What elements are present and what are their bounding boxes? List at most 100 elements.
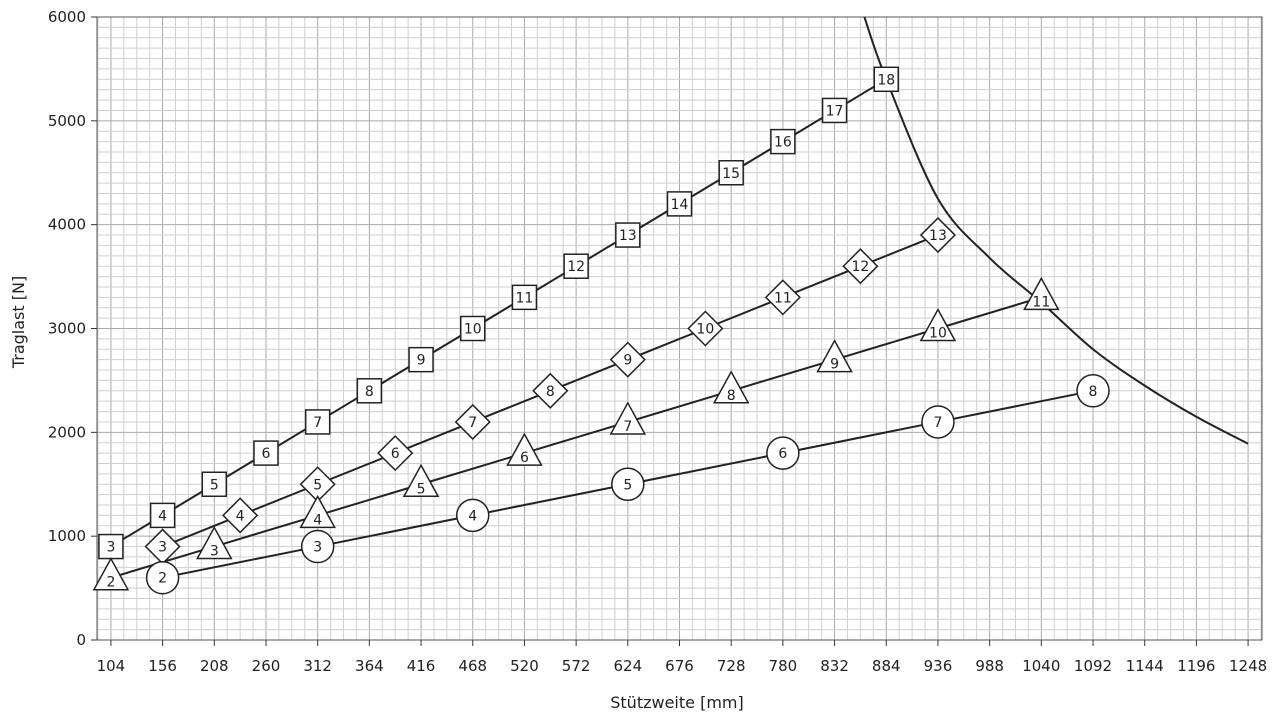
data-point-square: 5 <box>201 471 228 497</box>
marker-circle <box>766 436 800 470</box>
series-line-triangle <box>110 296 1042 579</box>
data-label: 12 <box>851 259 869 275</box>
data-label: 8 <box>546 384 555 400</box>
y-tick-label: 3000 <box>48 320 86 338</box>
data-label: 10 <box>464 322 482 338</box>
x-tick-label: 624 <box>613 657 642 675</box>
y-tick-label: 1000 <box>48 527 86 545</box>
data-label: 9 <box>417 353 426 369</box>
data-label: 5 <box>417 481 426 497</box>
data-point-circle: 7 <box>921 405 955 439</box>
data-label: 6 <box>520 450 529 466</box>
data-label: 2 <box>106 575 115 591</box>
data-label: 11 <box>516 290 534 306</box>
x-tick-label: 208 <box>200 657 229 675</box>
data-point-square: 8 <box>356 378 383 404</box>
data-label: 5 <box>623 477 632 493</box>
data-point-square: 14 <box>666 191 693 217</box>
data-point-circle: 4 <box>455 498 490 533</box>
data-label: 16 <box>774 135 792 151</box>
data-label: 13 <box>619 228 637 244</box>
data-label: 17 <box>826 103 844 119</box>
marker-circle <box>921 405 955 439</box>
y-tick-label: 4000 <box>48 216 86 234</box>
x-tick-label: 1144 <box>1126 657 1164 675</box>
data-point-square: 4 <box>149 502 176 529</box>
data-point-triangle: 7 <box>609 401 647 435</box>
data-point-circle: 6 <box>766 436 800 470</box>
data-label: 7 <box>933 415 942 431</box>
marker-square <box>356 378 383 404</box>
marker-square <box>718 160 744 186</box>
data-label: 10 <box>696 322 714 338</box>
x-tick-label: 312 <box>303 657 332 675</box>
x-tick-label: 520 <box>510 657 539 675</box>
marker-square <box>98 533 124 560</box>
data-point-circle: 5 <box>611 467 645 501</box>
marker-triangle <box>196 525 233 560</box>
data-point-diamond: 13 <box>919 216 957 254</box>
marker-triangle <box>299 494 336 529</box>
data-label: 10 <box>929 326 947 342</box>
data-label: 18 <box>877 72 895 88</box>
marker-square <box>666 191 693 217</box>
marker-square <box>253 440 279 466</box>
data-point-circle: 2 <box>145 560 180 595</box>
data-point-square: 16 <box>770 128 796 155</box>
data-point-triangle: 10 <box>919 307 957 342</box>
data-point-square: 17 <box>821 97 848 124</box>
x-tick-label: 468 <box>458 657 487 675</box>
limit-curve <box>863 16 1249 445</box>
data-label: 6 <box>778 446 787 462</box>
data-label: 6 <box>262 446 271 462</box>
marker-diamond <box>919 216 957 254</box>
data-point-triangle: 4 <box>299 494 336 529</box>
marker-square <box>511 284 538 311</box>
marker-square <box>873 66 900 93</box>
y-tick-label: 6000 <box>48 8 86 26</box>
x-tick-label: 572 <box>562 657 591 675</box>
x-tick-label: 1040 <box>1022 657 1060 675</box>
y-tick-label: 2000 <box>48 423 86 441</box>
data-point-diamond: 10 <box>687 310 724 347</box>
marker-square <box>563 253 589 279</box>
marker-circle <box>611 467 645 501</box>
data-label: 9 <box>830 357 839 373</box>
marker-square <box>770 128 796 155</box>
data-point-triangle: 8 <box>712 370 750 404</box>
marker-triangle <box>1023 276 1060 311</box>
marker-triangle <box>919 307 957 342</box>
marker-square <box>149 502 176 529</box>
data-point-square: 9 <box>408 346 434 373</box>
marker-diamond <box>532 372 569 409</box>
marker-triangle <box>816 339 853 373</box>
data-point-triangle: 3 <box>196 525 233 560</box>
data-point-diamond: 9 <box>609 341 646 378</box>
data-point-square: 15 <box>718 160 744 186</box>
data-point-square: 3 <box>98 533 124 560</box>
data-label: 4 <box>313 512 322 528</box>
data-point-square: 13 <box>615 222 641 248</box>
data-label: 3 <box>106 540 115 556</box>
x-tick-label: 156 <box>148 657 177 675</box>
marker-diamond <box>454 403 491 441</box>
series-line-square <box>110 78 887 548</box>
marker-square <box>304 409 331 435</box>
data-label: 9 <box>623 353 632 369</box>
data-label: 4 <box>158 508 167 524</box>
data-label: 3 <box>210 544 219 560</box>
marker-diamond <box>842 248 879 285</box>
data-label: 12 <box>567 259 585 275</box>
marker-square <box>821 97 848 124</box>
x-tick-label: 104 <box>97 657 126 675</box>
data-label: 3 <box>313 540 322 556</box>
plot-area: 3 4 5 6 7 8 9 10 11 12 13 14 15 16 17 18 3 4 5 6 7 8 9 10 11 12 13… <box>92 16 1249 595</box>
marker-triangle <box>402 463 440 497</box>
marker-square <box>615 222 641 248</box>
data-point-triangle: 11 <box>1023 276 1060 311</box>
data-label: 13 <box>929 228 947 244</box>
x-tick-label: 936 <box>924 657 953 675</box>
data-label: 6 <box>391 446 400 462</box>
x-tick-label: 1092 <box>1074 657 1112 675</box>
